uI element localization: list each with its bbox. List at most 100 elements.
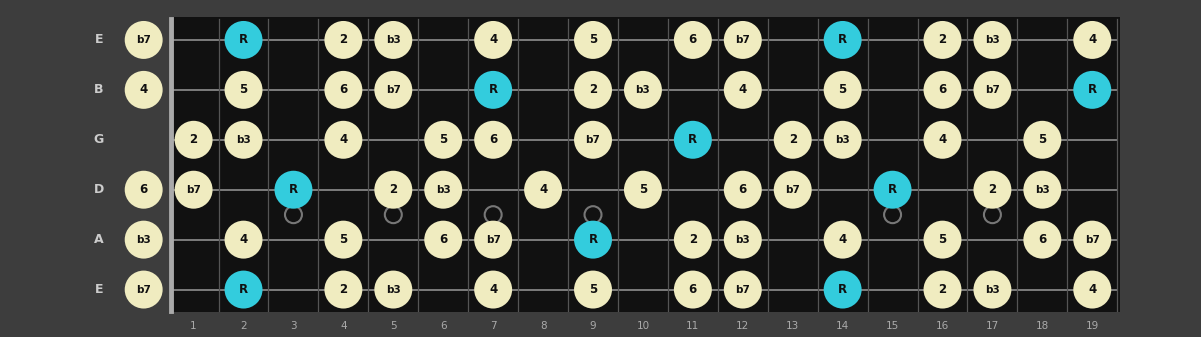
Text: 6: 6: [938, 83, 946, 96]
Text: 5: 5: [938, 233, 946, 246]
Circle shape: [824, 271, 861, 309]
Circle shape: [324, 271, 363, 309]
Text: 2: 2: [588, 83, 597, 96]
Circle shape: [625, 71, 662, 109]
Text: 16: 16: [936, 320, 949, 331]
Circle shape: [174, 171, 213, 209]
Circle shape: [724, 21, 761, 59]
Text: 6: 6: [440, 320, 447, 331]
Circle shape: [574, 121, 613, 159]
Circle shape: [924, 71, 962, 109]
Text: 1: 1: [190, 320, 197, 331]
Text: 7: 7: [490, 320, 496, 331]
Text: 5: 5: [239, 83, 247, 96]
Text: 4: 4: [1088, 283, 1097, 296]
Circle shape: [375, 21, 412, 59]
Text: 8: 8: [539, 320, 546, 331]
Text: 2: 2: [240, 320, 247, 331]
Text: b3: b3: [436, 185, 450, 195]
Circle shape: [924, 271, 962, 309]
Circle shape: [724, 71, 761, 109]
Circle shape: [773, 121, 812, 159]
Circle shape: [724, 171, 761, 209]
Text: 3: 3: [291, 320, 297, 331]
Text: b3: b3: [386, 35, 401, 45]
Text: R: R: [489, 83, 497, 96]
Text: D: D: [94, 183, 103, 196]
Text: 11: 11: [686, 320, 699, 331]
Circle shape: [324, 71, 363, 109]
Text: 19: 19: [1086, 320, 1099, 331]
Text: 4: 4: [139, 83, 148, 96]
Text: 10: 10: [637, 320, 650, 331]
Text: 5: 5: [588, 283, 597, 296]
Text: 4: 4: [340, 320, 347, 331]
Text: 5: 5: [639, 183, 647, 196]
Circle shape: [625, 171, 662, 209]
Text: R: R: [289, 183, 298, 196]
Circle shape: [824, 121, 861, 159]
Text: b7: b7: [985, 85, 1000, 95]
Text: 5: 5: [1038, 133, 1046, 146]
Circle shape: [674, 121, 712, 159]
Circle shape: [1074, 71, 1111, 109]
Circle shape: [824, 71, 861, 109]
Text: 9: 9: [590, 320, 597, 331]
Text: 2: 2: [789, 133, 796, 146]
Circle shape: [773, 171, 812, 209]
Text: b7: b7: [136, 284, 151, 295]
Text: b3: b3: [136, 235, 151, 245]
Text: b7: b7: [785, 185, 800, 195]
Text: R: R: [1088, 83, 1097, 96]
Text: 2: 2: [689, 233, 697, 246]
Circle shape: [275, 171, 312, 209]
Circle shape: [424, 171, 462, 209]
Text: E: E: [95, 283, 103, 296]
Text: 4: 4: [339, 133, 347, 146]
Text: 6: 6: [139, 183, 148, 196]
Text: R: R: [588, 233, 598, 246]
Circle shape: [824, 221, 861, 258]
Text: 17: 17: [986, 320, 999, 331]
Text: b3: b3: [386, 284, 401, 295]
Circle shape: [1074, 221, 1111, 258]
Text: 4: 4: [739, 83, 747, 96]
Text: 5: 5: [588, 33, 597, 47]
Circle shape: [225, 21, 263, 59]
Text: 4: 4: [539, 183, 548, 196]
Circle shape: [924, 121, 962, 159]
Circle shape: [125, 171, 162, 209]
Circle shape: [1074, 21, 1111, 59]
Text: 13: 13: [787, 320, 800, 331]
Circle shape: [1074, 271, 1111, 309]
Circle shape: [125, 71, 162, 109]
Bar: [168, 18, 1119, 312]
Text: b3: b3: [835, 135, 850, 145]
Text: b3: b3: [735, 235, 751, 245]
Circle shape: [225, 221, 263, 258]
Text: 4: 4: [938, 133, 946, 146]
Text: b3: b3: [985, 284, 999, 295]
Text: 2: 2: [938, 33, 946, 47]
Text: b3: b3: [1035, 185, 1050, 195]
Circle shape: [724, 271, 761, 309]
Text: R: R: [838, 33, 847, 47]
Text: b7: b7: [485, 235, 501, 245]
Circle shape: [474, 121, 512, 159]
Circle shape: [324, 21, 363, 59]
Circle shape: [873, 171, 912, 209]
Circle shape: [524, 171, 562, 209]
Circle shape: [324, 221, 363, 258]
Text: 5: 5: [390, 320, 396, 331]
Text: 14: 14: [836, 320, 849, 331]
Circle shape: [1023, 171, 1062, 209]
Text: 4: 4: [489, 283, 497, 296]
Text: 5: 5: [838, 83, 847, 96]
Circle shape: [424, 121, 462, 159]
Circle shape: [974, 21, 1011, 59]
Circle shape: [375, 171, 412, 209]
Text: 2: 2: [340, 33, 347, 47]
Text: 12: 12: [736, 320, 749, 331]
Text: 15: 15: [886, 320, 900, 331]
Circle shape: [924, 221, 962, 258]
